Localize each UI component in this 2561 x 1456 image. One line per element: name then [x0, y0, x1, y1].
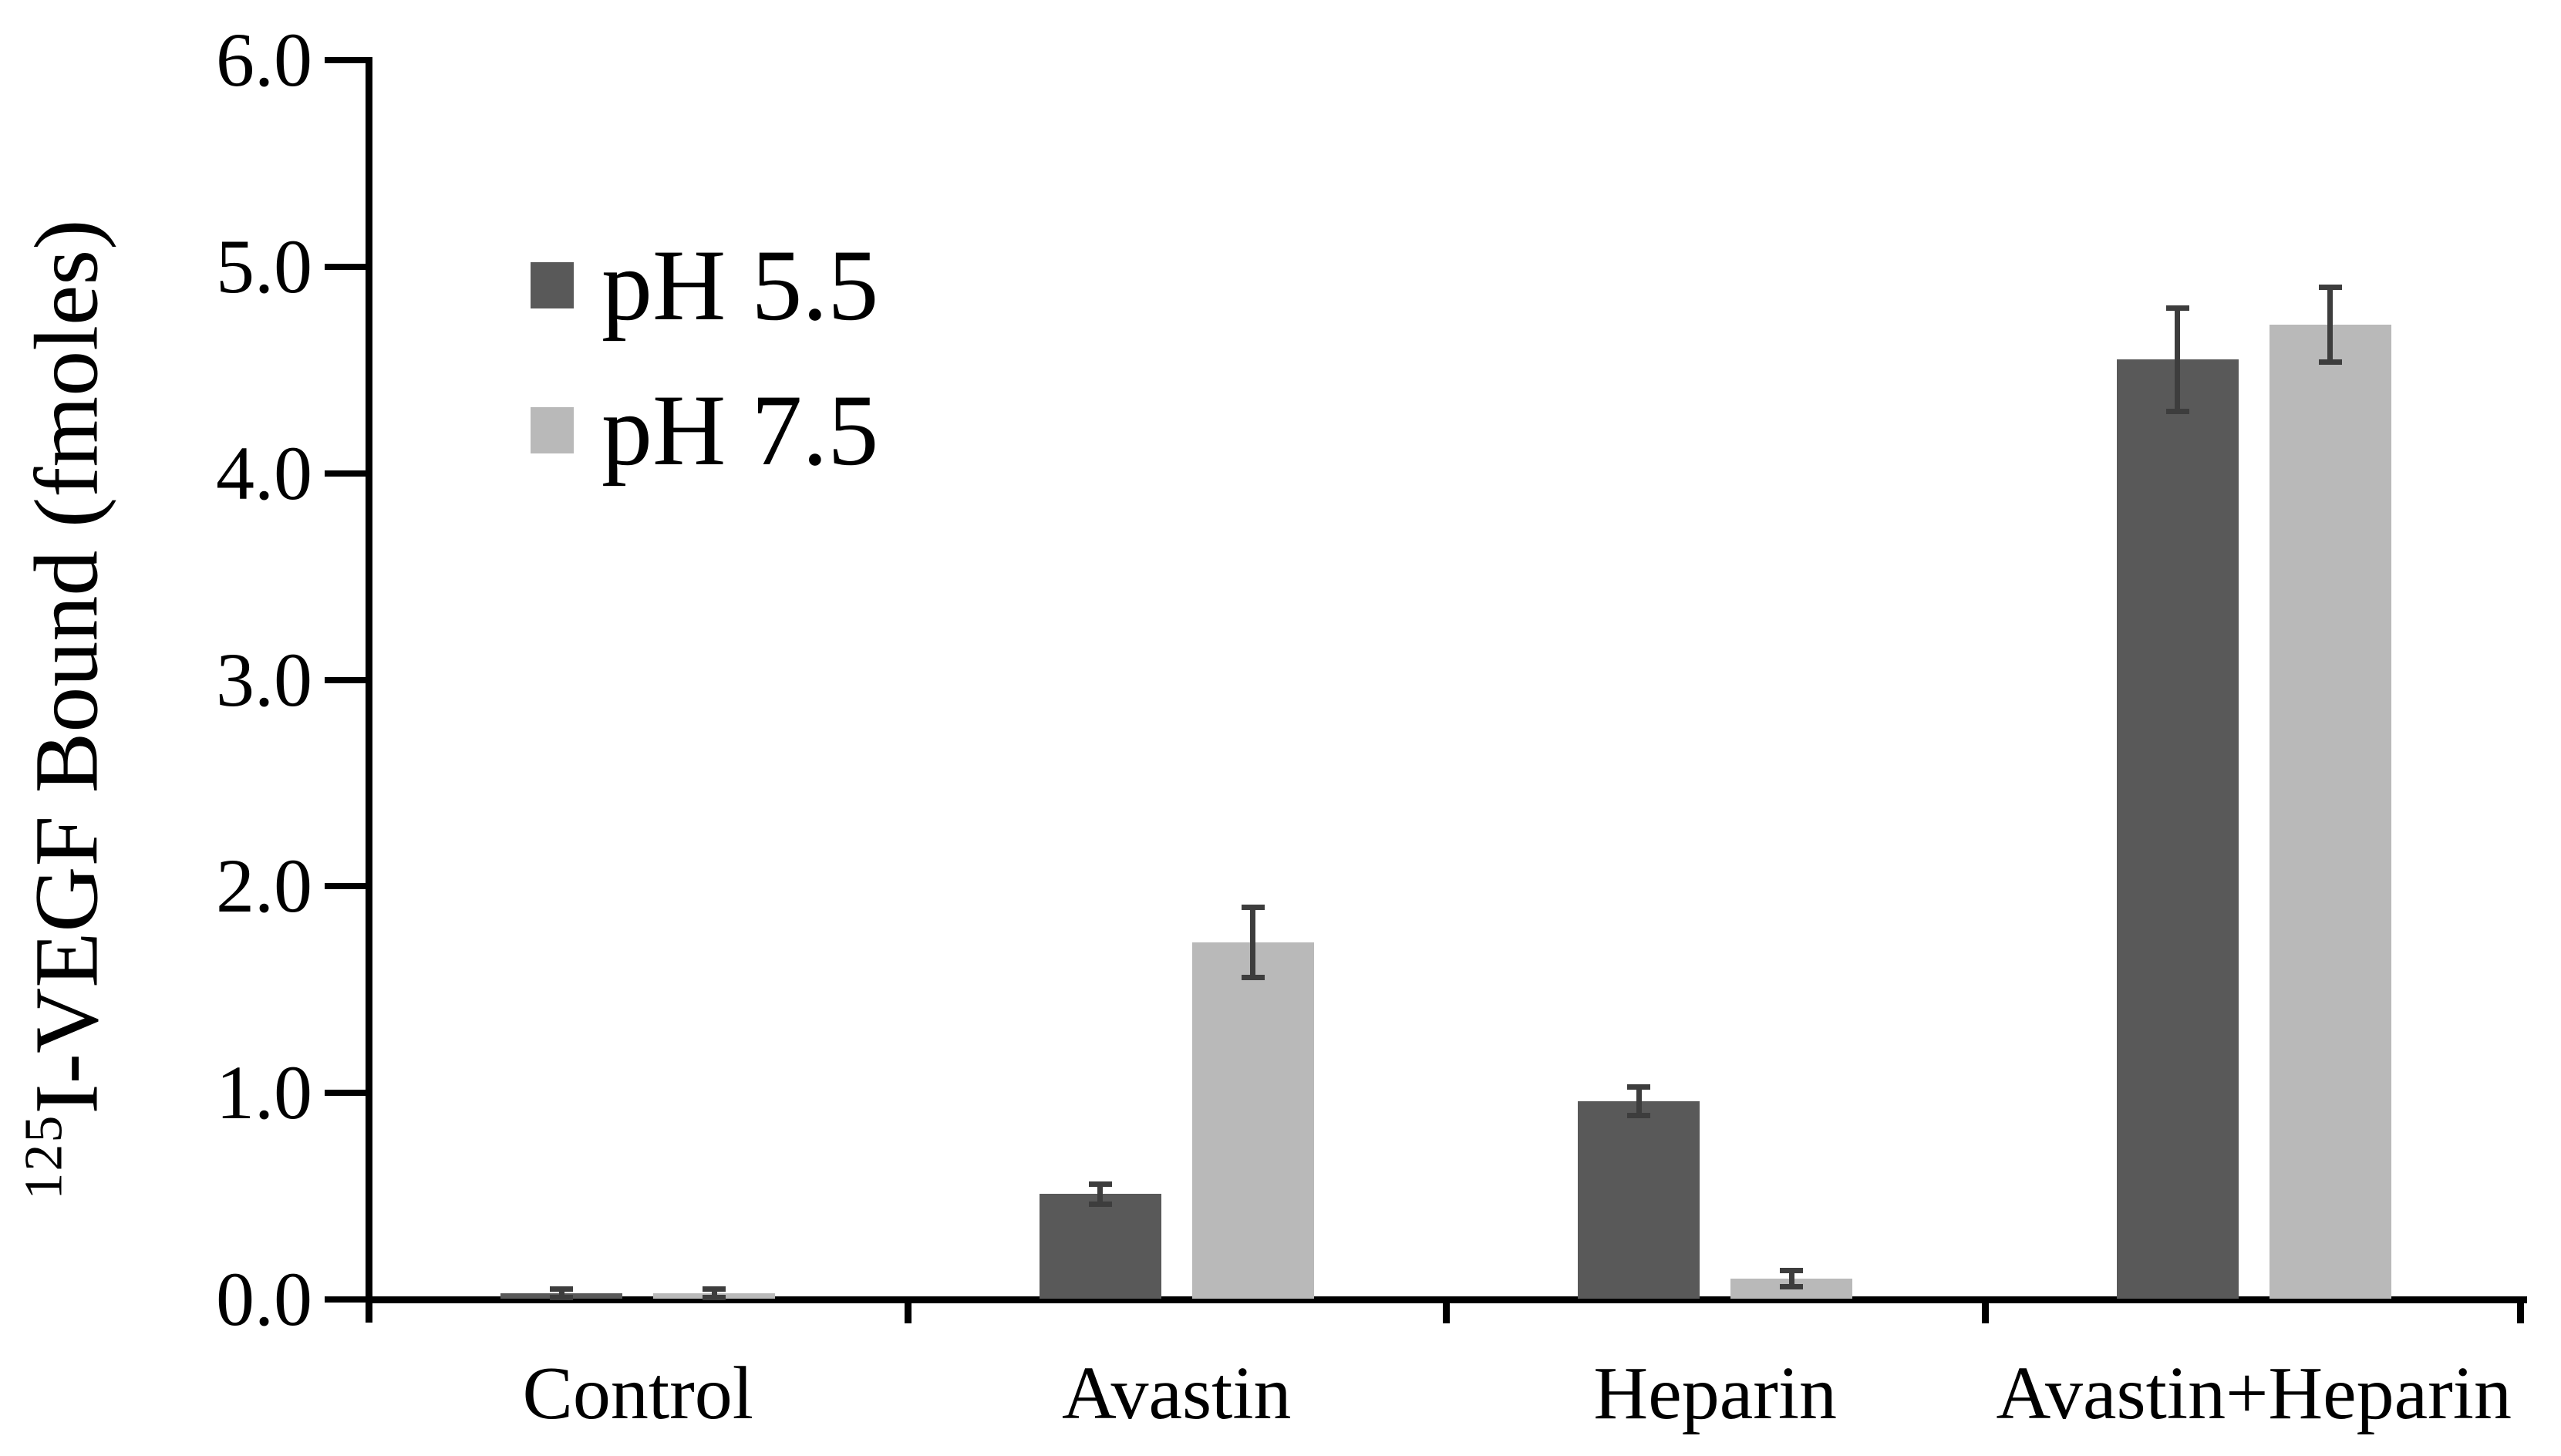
- bar-avastin-ph-7-5: [1191, 942, 1314, 1299]
- category-label-avastin-heparin: Avastin+Heparin: [1996, 1352, 2512, 1435]
- y-tick: [325, 470, 369, 477]
- error-bar-cap: [1241, 974, 1265, 980]
- x-axis-line: [366, 1296, 2527, 1303]
- error-bar-whisker: [558, 1289, 564, 1298]
- error-bar-cap: [703, 1294, 726, 1300]
- error-bar-cap: [1241, 904, 1265, 910]
- y-tick: [325, 676, 369, 683]
- y-tick-label: 6.0: [216, 17, 312, 103]
- legend-label-ph-5-5: pH 5.5: [601, 228, 879, 342]
- error-bar-cap: [1780, 1268, 1804, 1273]
- bar-heparin-ph-5-5: [1578, 1100, 1700, 1299]
- error-bar-whisker: [1097, 1184, 1104, 1205]
- error-bar-cap: [1088, 1181, 1112, 1187]
- legend-label-ph-7-5: pH 7.5: [601, 373, 879, 487]
- y-tick: [325, 1296, 369, 1303]
- y-tick-label: 1.0: [216, 1050, 312, 1136]
- y-tick: [325, 1090, 369, 1097]
- error-bar-cap: [703, 1286, 726, 1293]
- error-bar-cap: [1088, 1202, 1112, 1208]
- error-bar-whisker: [711, 1289, 717, 1298]
- y-tick-label: 5.0: [216, 223, 312, 309]
- y-axis-line: [366, 57, 372, 1323]
- legend-item-ph-7-5: pH 7.5: [531, 376, 878, 484]
- x-tick: [1443, 1300, 1450, 1323]
- y-tick: [325, 263, 369, 270]
- error-bar-cap: [2318, 285, 2342, 291]
- error-bar-cap: [2165, 305, 2189, 311]
- error-bar-whisker: [1788, 1270, 1794, 1287]
- y-tick: [325, 883, 369, 890]
- error-bar-cap: [1780, 1284, 1804, 1290]
- error-bar-cap: [550, 1294, 574, 1300]
- y-axis-title-superscript: 125: [14, 1114, 74, 1200]
- y-tick-label: 0.0: [216, 1256, 312, 1342]
- error-bar-cap: [550, 1286, 574, 1293]
- legend-swatch-ph-5-5: [531, 262, 574, 308]
- category-label-control: Control: [522, 1352, 753, 1435]
- error-bar-cap: [2318, 359, 2342, 365]
- error-bar-cap: [1627, 1084, 1651, 1090]
- bar-avastin-heparin-ph-7-5: [2269, 324, 2391, 1299]
- legend-item-ph-5-5: pH 5.5: [531, 231, 878, 339]
- x-tick: [2517, 1300, 2524, 1323]
- category-label-heparin: Heparin: [1593, 1352, 1838, 1435]
- error-bar-whisker: [1636, 1087, 1642, 1116]
- bar-avastin-ph-5-5: [1039, 1194, 1161, 1299]
- y-tick: [325, 57, 369, 63]
- y-tick-label: 2.0: [216, 843, 312, 929]
- error-bar-whisker: [2175, 308, 2181, 412]
- error-bar-cap: [1627, 1113, 1651, 1119]
- error-bar-cap: [2165, 408, 2189, 414]
- y-tick-label: 4.0: [216, 430, 312, 516]
- error-bar-whisker: [1250, 907, 1256, 978]
- error-bar-whisker: [2327, 287, 2334, 362]
- category-label-avastin: Avastin: [1061, 1352, 1292, 1435]
- x-tick: [904, 1300, 912, 1323]
- bar-avastin-heparin-ph-5-5: [2116, 359, 2239, 1299]
- y-tick-label: 3.0: [216, 636, 312, 723]
- x-tick: [1981, 1300, 1989, 1323]
- legend-swatch-ph-7-5: [531, 407, 574, 453]
